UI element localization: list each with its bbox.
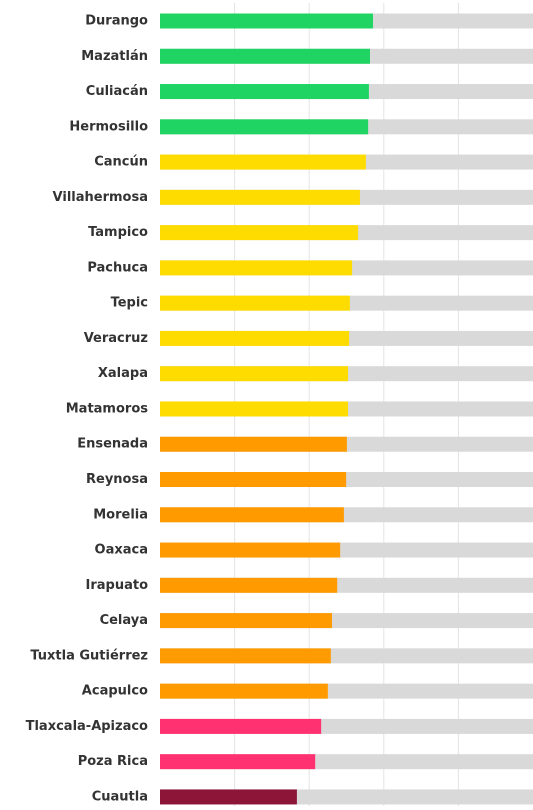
bar [160,542,341,558]
bar [160,613,332,629]
y-tick-label: Reynosa [86,472,148,487]
y-tick-label: Tuxtla Gutiérrez [30,648,148,663]
y-tick-label: Oaxaca [95,543,148,558]
bar [160,683,328,699]
y-tick-label: Cuautla [92,789,148,804]
bar [160,472,347,488]
bar [160,789,297,805]
bar [160,718,322,734]
y-tick-label: Poza Rica [78,754,148,769]
y-tick-label: Matamoros [66,401,149,416]
y-tick-label: Acapulco [82,684,148,699]
bar [160,648,331,664]
bar [160,754,316,770]
y-tick-label: Ensenada [77,437,148,452]
bar [160,154,366,170]
y-tick-label: Durango [85,14,148,29]
bar [160,507,344,523]
bar [160,13,373,29]
bar [160,401,348,417]
y-tick-label: Mazatlán [81,49,148,64]
y-tick-label: Tepic [111,296,148,311]
y-tick-label: Morelia [93,507,148,522]
y-tick-label: Cancún [94,155,148,170]
y-tick-label: Veracruz [84,331,148,346]
y-tick-label: Villahermosa [53,190,148,205]
bar [160,330,350,346]
y-tick-label: Celaya [100,613,148,628]
bar [160,119,369,135]
y-tick-label: Irapuato [86,578,149,593]
bar [160,260,353,276]
bar [160,577,338,593]
bar [160,225,359,241]
bar [160,436,347,452]
y-tick-label: Hermosillo [69,119,148,134]
y-tick-label: Culiacán [86,84,148,99]
y-tick-label: Xalapa [98,366,148,381]
bar [160,48,370,64]
bar [160,84,369,100]
y-tick-label: Tampico [88,225,148,240]
bar [160,366,348,382]
y-tick-label: Tlaxcala-Apizaco [26,719,148,734]
bar [160,295,350,311]
bar [160,189,360,205]
y-tick-label: Pachuca [87,260,148,275]
